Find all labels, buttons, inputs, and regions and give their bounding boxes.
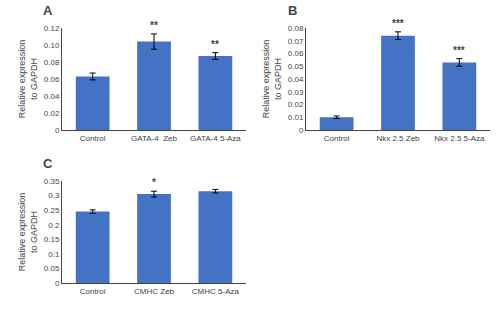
- svg-text:0.3: 0.3: [48, 191, 60, 200]
- svg-text:0.07: 0.07: [288, 37, 304, 46]
- svg-text:Control: Control: [80, 134, 106, 143]
- svg-text:Relative expressionto GAPDH: Relative expressionto GAPDH: [17, 40, 39, 119]
- svg-text:0: 0: [55, 126, 60, 135]
- svg-text:0.01: 0.01: [288, 113, 304, 122]
- svg-text:0.05: 0.05: [288, 62, 304, 71]
- svg-text:0.06: 0.06: [288, 49, 304, 58]
- svg-text:B: B: [288, 3, 297, 18]
- svg-text:Relative expressionto GAPDH: Relative expressionto GAPDH: [261, 40, 283, 119]
- svg-text:0.06: 0.06: [44, 75, 60, 84]
- svg-text:0.08: 0.08: [288, 24, 304, 33]
- svg-text:0.2: 0.2: [48, 221, 60, 230]
- svg-text:Nkx 2.5 Zeb: Nkx 2.5 Zeb: [376, 134, 420, 143]
- svg-text:0: 0: [55, 279, 60, 288]
- svg-text:0.08: 0.08: [44, 58, 60, 67]
- svg-text:GATA-4 5-Aza: GATA-4 5-Aza: [190, 134, 241, 143]
- svg-text:0.15: 0.15: [44, 235, 60, 244]
- svg-text:Control: Control: [80, 287, 106, 296]
- svg-text:0.02: 0.02: [288, 100, 304, 109]
- svg-text:***: ***: [392, 18, 404, 29]
- svg-text:0.04: 0.04: [288, 75, 304, 84]
- svg-text:***: ***: [453, 45, 465, 56]
- svg-text:0.1: 0.1: [48, 250, 60, 259]
- svg-text:0.05: 0.05: [44, 264, 60, 273]
- svg-text:0.03: 0.03: [288, 88, 304, 97]
- svg-text:**: **: [211, 39, 219, 50]
- svg-text:Relative expressionto GAPDH: Relative expressionto GAPDH: [17, 193, 39, 272]
- svg-text:0.02: 0.02: [44, 109, 60, 118]
- svg-text:Nkx 2.5 5-Aza: Nkx 2.5 5-Aza: [434, 134, 485, 143]
- svg-text:0.35: 0.35: [44, 177, 60, 186]
- svg-text:GATA-4 Zeb: GATA-4 Zeb: [131, 134, 177, 143]
- svg-text:Control: Control: [324, 134, 350, 143]
- svg-text:**: **: [150, 20, 158, 31]
- svg-text:0.04: 0.04: [44, 92, 60, 101]
- svg-text:CMHC 5-Aza: CMHC 5-Aza: [192, 287, 240, 296]
- svg-text:0: 0: [299, 126, 304, 135]
- svg-text:0.10: 0.10: [44, 41, 60, 50]
- svg-text:CMHC Zeb: CMHC Zeb: [134, 287, 175, 296]
- svg-text:A: A: [43, 3, 53, 18]
- svg-text:0.25: 0.25: [44, 206, 60, 215]
- svg-text:C: C: [43, 156, 53, 171]
- svg-text:*: *: [152, 177, 156, 188]
- svg-text:0.12: 0.12: [44, 24, 60, 33]
